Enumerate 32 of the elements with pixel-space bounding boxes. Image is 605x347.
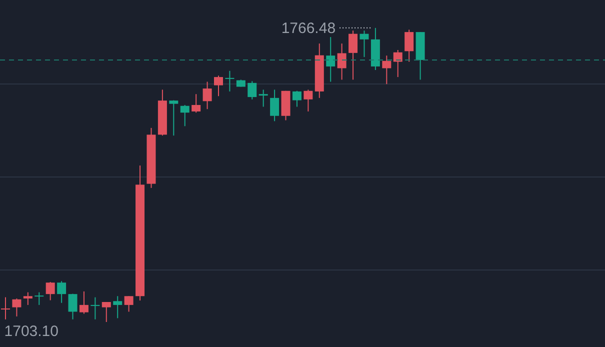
candlestick [393, 49, 402, 78]
candlestick [169, 100, 178, 136]
candlestick [180, 104, 190, 127]
candlestick [79, 290, 88, 314]
candlestick [12, 298, 22, 317]
text: 1703.10 [4, 323, 58, 340]
candlestick [214, 75, 223, 97]
candlestick [202, 81, 212, 110]
candlestick [57, 280, 66, 304]
candlestick [304, 89, 313, 112]
candlestick [34, 292, 44, 306]
candlestick [404, 29, 414, 62]
candlestick [270, 89, 280, 122]
candlestick [348, 30, 358, 80]
candlestick [46, 282, 55, 301]
candlestick [1, 296, 10, 320]
candlestick [360, 30, 369, 58]
candlestick [113, 296, 122, 319]
candlestick [23, 292, 32, 306]
candlestick [326, 36, 336, 82]
candlestick [382, 55, 392, 85]
candlestick [124, 296, 134, 312]
candlestick [337, 43, 346, 80]
candlestick [248, 80, 257, 100]
candlestick [192, 94, 201, 114]
candlestick [258, 89, 268, 108]
candlestick [225, 70, 234, 92]
candlestick [102, 302, 111, 323]
annotation: 1766.48 [281, 20, 336, 37]
candlestick [90, 296, 100, 320]
candlestick [68, 293, 78, 320]
candlestick [292, 90, 302, 108]
